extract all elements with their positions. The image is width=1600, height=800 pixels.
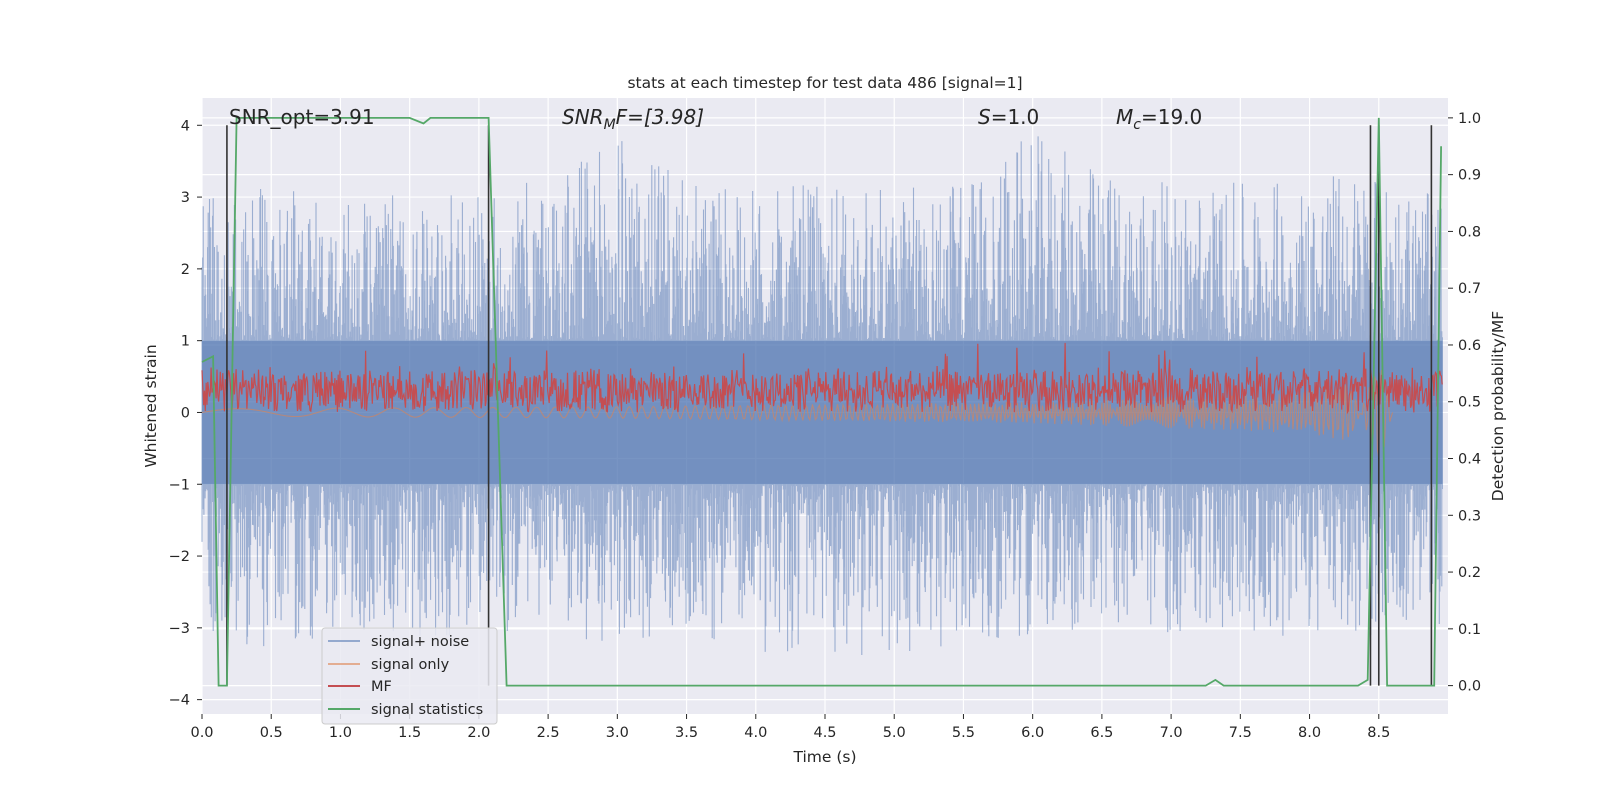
y-left-axis-label: Whitened strain bbox=[142, 344, 160, 467]
annotation-mc-value: =19.0 bbox=[1141, 105, 1202, 129]
annotation-mc-subscript: c bbox=[1133, 117, 1141, 133]
annotation-s: S=1.0 bbox=[978, 105, 1039, 129]
x-axis-label: Time (s) bbox=[792, 748, 856, 766]
series-signal-statistics bbox=[201, 117, 1442, 687]
y-right-tick-label: 0.5 bbox=[1458, 395, 1481, 411]
y-left-tick-label: −3 bbox=[169, 621, 190, 637]
legend-label-signal-statistics: signal statistics bbox=[371, 702, 483, 718]
y-right-tick-label: 0.7 bbox=[1458, 281, 1481, 297]
y-right-axis-ticks: 0.0 0.1 0.2 0.3 0.4 0.5 0.6 0.7 0.8 0.9 1.0 bbox=[1448, 111, 1481, 695]
signal-statistics-line bbox=[201, 117, 1442, 687]
x-tick-label: 1.5 bbox=[398, 725, 421, 741]
y-left-axis-ticks: −4 −3 −2 −1 0 1 2 3 4 bbox=[169, 118, 202, 709]
signal-only-line bbox=[201, 369, 1394, 459]
x-tick-label: 1.0 bbox=[329, 725, 352, 741]
y-left-tick-label: 4 bbox=[181, 118, 190, 134]
y-right-tick-label: 0.9 bbox=[1458, 168, 1481, 184]
y-right-tick-label: 0.2 bbox=[1458, 565, 1481, 581]
x-tick-label: 0.0 bbox=[190, 725, 213, 741]
y-right-tick-label: 0.1 bbox=[1458, 622, 1481, 638]
annotation-s-symbol: S bbox=[978, 105, 991, 129]
annotation-mc-symbol: M bbox=[1116, 105, 1133, 129]
y-right-axis-label: Detection probability/MF bbox=[1489, 311, 1507, 502]
y-left-tick-label: 0 bbox=[181, 405, 190, 421]
series-signal-only bbox=[201, 369, 1394, 459]
legend-label-signal-only: signal only bbox=[371, 657, 450, 673]
annotation-snr-mf-symbol: SNR bbox=[562, 105, 604, 129]
x-tick-label: 8.0 bbox=[1298, 725, 1321, 741]
x-tick-label: 5.0 bbox=[883, 725, 906, 741]
y-left-tick-label: 2 bbox=[181, 262, 190, 278]
y-right-tick-label: 0.3 bbox=[1458, 508, 1481, 524]
x-tick-label: 5.5 bbox=[952, 725, 975, 741]
x-tick-label: 8.5 bbox=[1367, 725, 1390, 741]
x-tick-label: 4.5 bbox=[813, 725, 836, 741]
x-tick-label: 7.0 bbox=[1160, 725, 1183, 741]
annotation-mc: Mc=19.0 bbox=[1116, 105, 1202, 133]
y-right-tick-label: 0.6 bbox=[1458, 338, 1481, 354]
y-left-tick-label: −1 bbox=[169, 477, 190, 493]
chart-title: stats at each timestep for test data 486… bbox=[627, 74, 1022, 92]
legend-label-signal-noise: signal+ noise bbox=[371, 634, 469, 650]
x-tick-label: 3.0 bbox=[606, 725, 629, 741]
series-mf bbox=[201, 342, 1443, 415]
mf-line bbox=[201, 342, 1443, 415]
x-tick-label: 0.5 bbox=[260, 725, 283, 741]
legend: signal+ noise signal only MF signal stat… bbox=[321, 627, 498, 725]
x-tick-label: 6.0 bbox=[1021, 725, 1044, 741]
x-tick-label: 2.5 bbox=[537, 725, 560, 741]
annotation-snr-mf-value: F=[3.98] bbox=[616, 105, 704, 129]
series-signal-noise bbox=[201, 136, 1443, 655]
x-tick-label: 3.5 bbox=[675, 725, 698, 741]
annotation-snr-opt: SNR_opt=3.91 bbox=[229, 105, 375, 129]
x-tick-label: 4.0 bbox=[744, 725, 767, 741]
y-left-tick-label: −4 bbox=[169, 693, 190, 709]
y-right-tick-label: 0.0 bbox=[1458, 679, 1481, 695]
signal-noise-core bbox=[202, 340, 1443, 485]
annotation-snr-mf: SNRMF=[3.98] bbox=[562, 105, 704, 133]
x-tick-label: 2.0 bbox=[467, 725, 490, 741]
y-left-tick-label: 1 bbox=[181, 334, 190, 350]
y-left-tick-label: −2 bbox=[169, 549, 190, 565]
y-right-tick-label: 0.8 bbox=[1458, 224, 1481, 240]
y-right-tick-label: 0.4 bbox=[1458, 452, 1481, 468]
vertical-markers bbox=[226, 125, 1433, 686]
annotation-s-value: =1.0 bbox=[991, 105, 1040, 129]
y-right-tick-label: 1.0 bbox=[1458, 111, 1481, 127]
legend-label-mf: MF bbox=[371, 679, 392, 695]
x-tick-label: 6.5 bbox=[1090, 725, 1113, 741]
y-left-tick-label: 3 bbox=[181, 190, 190, 206]
annotation-snr-mf-subscript: M bbox=[604, 117, 616, 133]
x-tick-label: 7.5 bbox=[1229, 725, 1252, 741]
legend-box bbox=[321, 627, 498, 725]
x-axis-ticks: 0.0 0.5 1.0 1.5 2.0 2.5 3.0 3.5 4.0 4.5 5.0 5.5 6.0 6… bbox=[190, 714, 1390, 741]
